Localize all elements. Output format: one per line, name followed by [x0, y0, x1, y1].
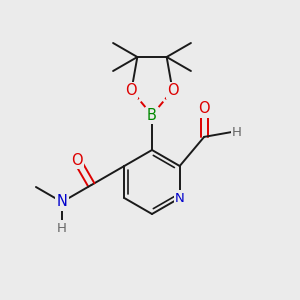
Text: B: B [147, 107, 157, 122]
Text: H: H [57, 221, 67, 235]
Text: H: H [232, 125, 242, 139]
Text: N: N [56, 194, 68, 209]
Text: O: O [198, 101, 210, 116]
Text: O: O [167, 83, 178, 98]
Text: O: O [72, 153, 83, 168]
Text: N: N [175, 191, 184, 205]
Text: O: O [126, 83, 137, 98]
